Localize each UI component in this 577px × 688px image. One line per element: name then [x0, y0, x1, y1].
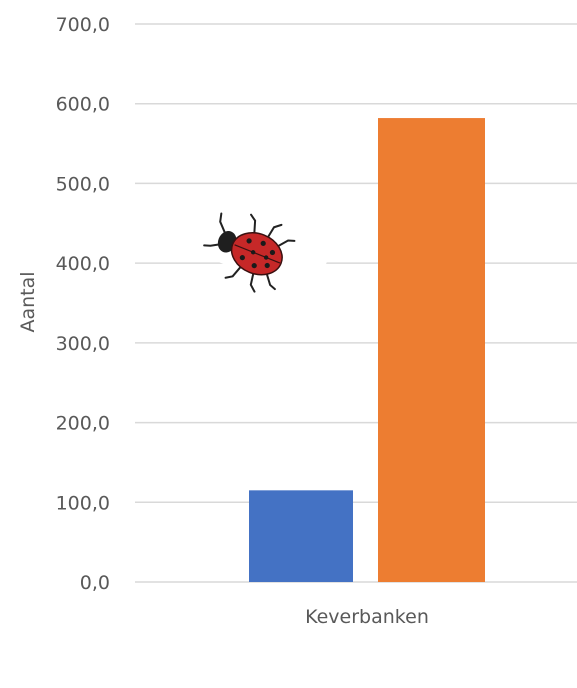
y-tick-label: 400,0: [56, 253, 110, 275]
y-tick-label: 600,0: [56, 94, 110, 116]
y-tick-label: 700,0: [56, 14, 110, 36]
y-axis-title: Aantal: [17, 271, 39, 332]
gridlines: [135, 23, 577, 583]
y-tick-label: 200,0: [56, 413, 110, 435]
y-tick-label: 300,0: [56, 333, 110, 355]
category-label: Keverbanken: [305, 606, 429, 628]
y-tick-label: 0,0: [80, 572, 110, 594]
bar-series-2: [378, 118, 485, 582]
ladybug-icon: [181, 206, 329, 300]
y-tick-label: 500,0: [56, 173, 110, 195]
y-tick-label: 100,0: [56, 492, 110, 514]
bars: [249, 118, 485, 582]
y-axis-tick-labels: 0,0 100,0 200,0 300,0 400,0 500,0 600,0 700,0: [56, 14, 110, 594]
bar-series-1: [249, 490, 353, 582]
